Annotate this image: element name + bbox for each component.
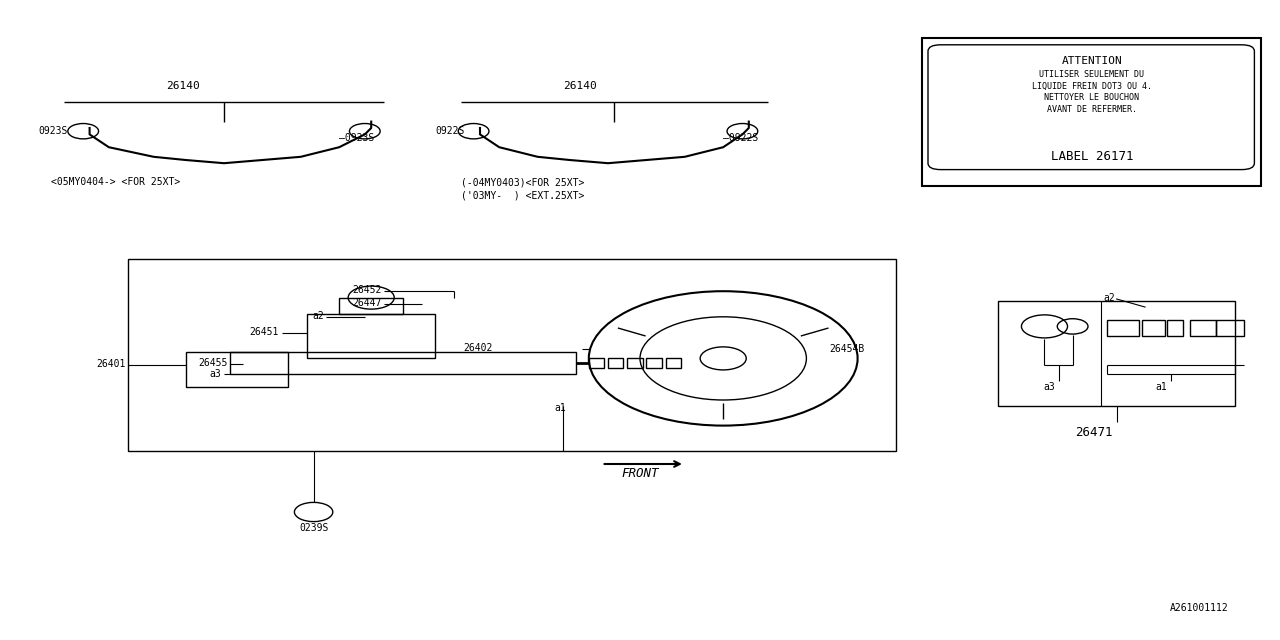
Text: A261001112: A261001112 — [1170, 603, 1229, 613]
Bar — [666, 358, 681, 368]
Text: ('03MY-  ) <EXT.25XT>: ('03MY- ) <EXT.25XT> — [461, 190, 584, 200]
Bar — [608, 358, 623, 368]
Text: 26401: 26401 — [96, 359, 125, 369]
Bar — [230, 352, 576, 374]
Text: LABEL 26171: LABEL 26171 — [1051, 150, 1133, 163]
Text: a3: a3 — [210, 369, 221, 379]
Text: 0239S: 0239S — [300, 523, 328, 533]
Bar — [128, 259, 896, 451]
Bar — [1216, 320, 1244, 336]
Text: 26402: 26402 — [463, 343, 493, 353]
Bar — [1190, 320, 1216, 336]
Text: 0922S: 0922S — [435, 126, 465, 136]
Text: 26447: 26447 — [352, 298, 381, 308]
Text: a1: a1 — [1156, 382, 1167, 392]
Text: 26471: 26471 — [1075, 426, 1112, 438]
Text: UTILISER SEULEMENT DU: UTILISER SEULEMENT DU — [1039, 70, 1144, 79]
Bar — [307, 314, 435, 358]
Bar — [589, 358, 604, 368]
Text: LIQUIDE FREIN DOT3 OU 4.: LIQUIDE FREIN DOT3 OU 4. — [1032, 82, 1152, 91]
Text: 0923S: 0923S — [38, 126, 68, 136]
Text: a1: a1 — [554, 403, 567, 413]
Bar — [339, 298, 403, 314]
Text: a2: a2 — [312, 311, 324, 321]
Text: a2: a2 — [1103, 292, 1115, 303]
Text: —0923S: —0923S — [339, 132, 375, 143]
Text: 26454B: 26454B — [829, 344, 865, 354]
Text: (-04MY0403)<FOR 25XT>: (-04MY0403)<FOR 25XT> — [461, 177, 584, 188]
Text: 26140: 26140 — [563, 81, 596, 92]
Text: <05MY0404-> <FOR 25XT>: <05MY0404-> <FOR 25XT> — [51, 177, 180, 188]
Bar — [627, 358, 643, 368]
Bar — [186, 352, 288, 387]
Text: 26452: 26452 — [352, 285, 381, 295]
Text: a3: a3 — [1043, 382, 1055, 392]
Bar — [922, 38, 1261, 186]
Text: 26451: 26451 — [250, 327, 279, 337]
Text: 26140: 26140 — [166, 81, 200, 92]
Bar — [1107, 320, 1139, 336]
Text: FRONT: FRONT — [621, 467, 659, 480]
Text: —0922S: —0922S — [723, 132, 759, 143]
Bar — [1142, 320, 1165, 336]
Bar — [998, 301, 1235, 406]
Bar — [1167, 320, 1183, 336]
Text: 26455: 26455 — [198, 358, 228, 368]
Bar — [646, 358, 662, 368]
Text: ATTENTION: ATTENTION — [1061, 56, 1123, 66]
Text: AVANT DE REFERMER.: AVANT DE REFERMER. — [1047, 105, 1137, 114]
Text: NETTOYER LE BOUCHON: NETTOYER LE BOUCHON — [1044, 93, 1139, 102]
